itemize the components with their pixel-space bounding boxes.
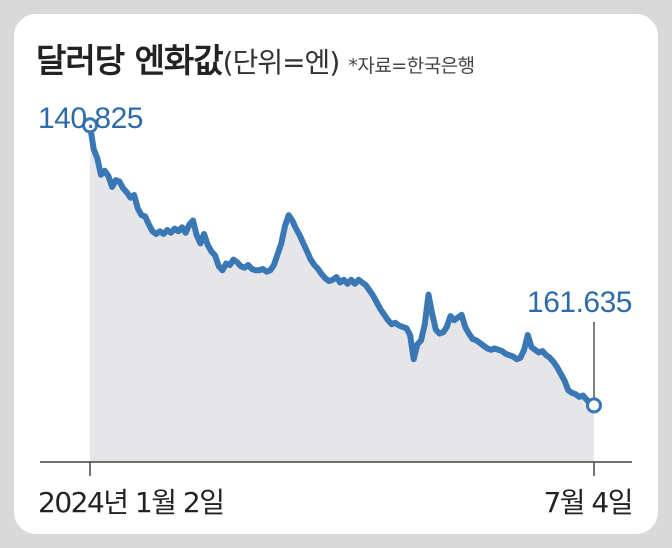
chart-header: 달러당 엔화값(단위=엔) *자료=한국은행: [36, 34, 475, 82]
x-tick-label-end: 7월 4일: [543, 486, 632, 519]
end-point-marker: [586, 397, 602, 414]
series-line: [87, 122, 597, 409]
start-value-label: 140.825: [38, 102, 143, 135]
source-label: *자료=한국은행: [348, 55, 475, 77]
end-value-label: 161.635: [527, 286, 632, 319]
chart-title: 달러당 엔화값: [36, 41, 224, 80]
x-tick-label-start: 2024년 1월 2일: [38, 486, 223, 519]
start-point-marker: [82, 117, 98, 134]
unit-label: (단위=엔): [222, 46, 341, 79]
data-points: [89, 125, 595, 406]
area-fill: [90, 125, 594, 463]
